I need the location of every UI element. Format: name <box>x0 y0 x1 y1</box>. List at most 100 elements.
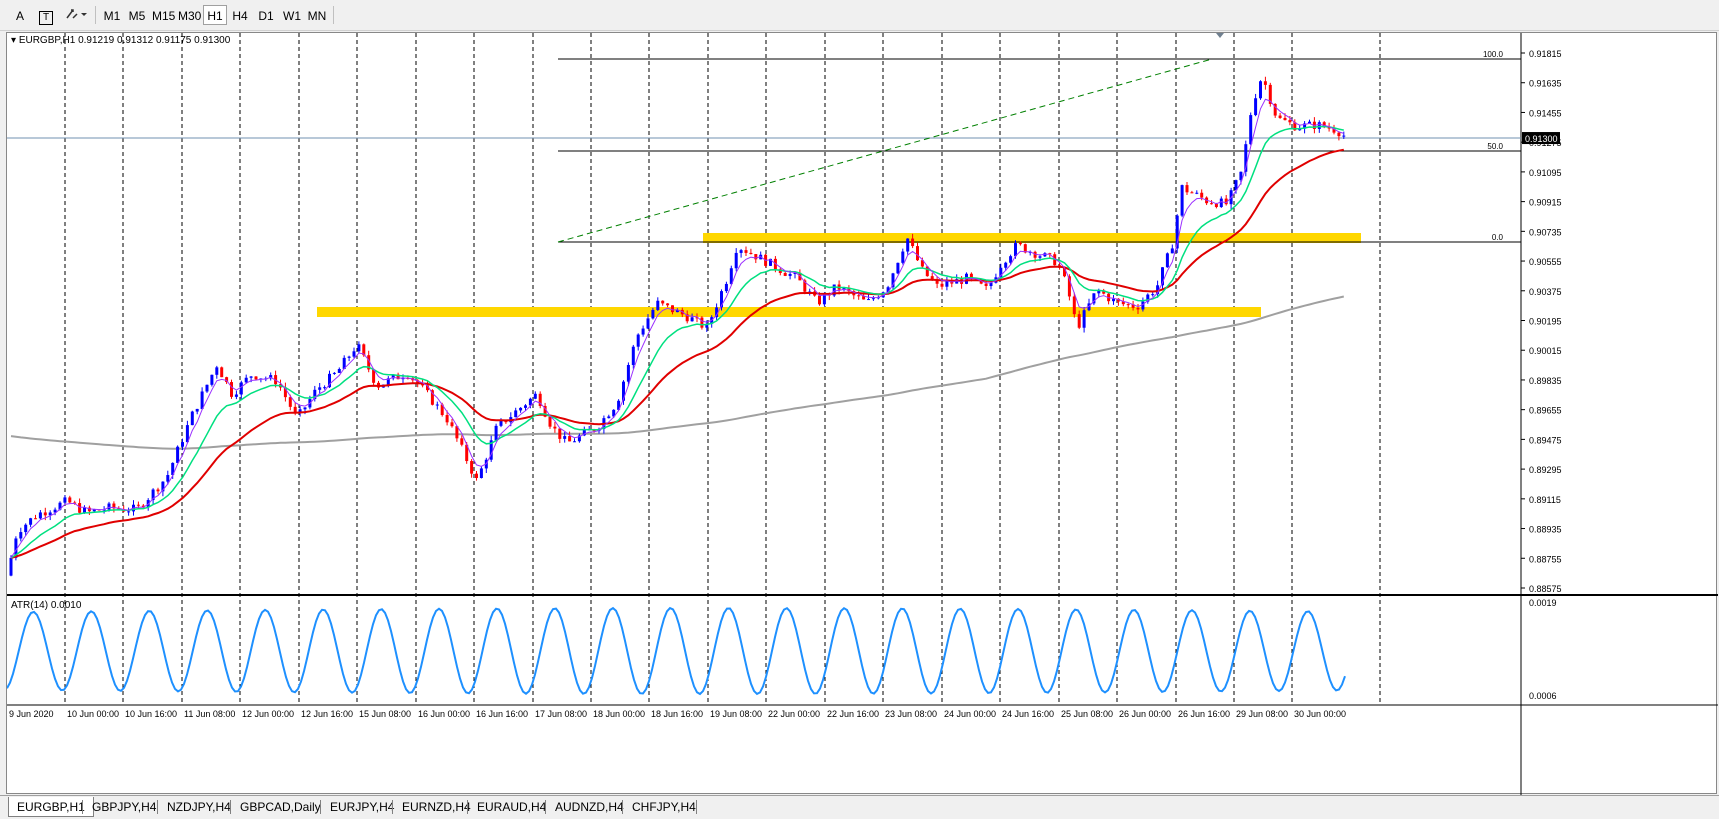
price-candle-body <box>822 294 826 305</box>
chart-tab-chfjpy-h4[interactable]: CHFJPY,H4 <box>632 800 696 814</box>
chart-toolbar: A T M1 M5 M15 M30 H1 H4 D1 W1 MN <box>0 0 1719 31</box>
price-candle-body <box>1327 127 1331 129</box>
price-axis-label: 0.89475 <box>1529 435 1562 445</box>
price-candle-body <box>524 405 527 408</box>
collapse-triangle-icon[interactable]: ▾ <box>11 35 17 46</box>
text-tool-button[interactable]: A <box>15 9 24 23</box>
timeframe-m1-button[interactable]: M1 <box>103 9 121 23</box>
price-candle-body <box>1254 98 1258 116</box>
price-candle-body <box>254 376 258 380</box>
price-candle-body <box>548 416 552 427</box>
chart-tab-euraud-h4[interactable]: EURAUD,H4 <box>477 800 547 814</box>
timeframe-m15-button[interactable]: M15 <box>152 9 176 23</box>
time-axis-label: 30 Jun 00:00 <box>1294 709 1346 719</box>
time-axis-label: 11 Jun 08:00 <box>184 709 235 719</box>
price-candle-body <box>68 497 72 503</box>
chart-window[interactable]: 100.0 50.0 0.0 9 Jun 2020 10 Jun 00:00 10 Ju… <box>6 32 1718 795</box>
price-candle-body <box>249 376 253 378</box>
price-candle-body <box>475 473 478 479</box>
current-price-label: 0.91300 <box>1525 134 1558 144</box>
arrows-tool-button[interactable] <box>62 5 90 25</box>
chart-tab-gbpjpy-h4[interactable]: GBPJPY,H4 <box>92 800 157 814</box>
price-candle-body <box>1249 115 1253 145</box>
price-candle-body <box>911 238 915 247</box>
timeframe-h1-button[interactable]: H1 <box>203 5 227 25</box>
price-candle-body <box>651 309 655 319</box>
price-candle-body <box>426 385 429 391</box>
price-candle-body <box>1337 132 1341 137</box>
price-candle-body <box>671 305 674 313</box>
time-axis-label: 16 Jun 16:00 <box>476 709 528 719</box>
time-axis-label: 24 Jun 00:00 <box>944 709 996 719</box>
price-candle-body <box>430 390 434 405</box>
price-candle-body <box>1224 198 1228 205</box>
price-candle-body <box>920 260 924 267</box>
price-candle-body <box>455 426 459 439</box>
price-candle-body <box>220 367 224 378</box>
price-candle-body <box>323 387 327 389</box>
time-axis-label: 12 Jun 16:00 <box>301 709 353 719</box>
price-candle-body <box>9 557 13 576</box>
chart-tab-audnzd-h4[interactable]: AUDNZD,H4 <box>555 800 624 814</box>
price-candle-body <box>739 250 743 253</box>
price-candle-body <box>391 374 395 379</box>
price-candle-body <box>690 317 694 322</box>
chart-tab-eurgbp-h1[interactable]: EURGBP,H1 <box>8 797 94 817</box>
price-candle-body <box>798 272 802 281</box>
time-axis-label: 18 Jun 16:00 <box>651 709 703 719</box>
price-candle-body <box>479 468 483 479</box>
price-axis-label: 0.91815 <box>1529 49 1562 59</box>
price-candle-body <box>107 503 111 510</box>
price-candle-body <box>269 375 273 379</box>
price-axis-label: 0.90015 <box>1529 346 1562 356</box>
price-candle-body <box>1067 276 1071 297</box>
price-candle-body <box>181 442 184 447</box>
timeframe-w1-button[interactable]: W1 <box>283 9 301 23</box>
price-candle-body <box>1082 310 1086 328</box>
price-candle-body <box>1023 244 1027 253</box>
timeframe-m30-button[interactable]: M30 <box>178 9 202 23</box>
price-candle-body <box>661 300 665 304</box>
timeframe-m5-button[interactable]: M5 <box>128 9 146 23</box>
price-candle-body <box>1210 203 1213 205</box>
chart-tab-gbpcad-daily[interactable]: GBPCAD,Daily <box>240 800 321 814</box>
price-candle-body <box>734 252 738 269</box>
price-candle-body <box>1180 185 1184 216</box>
price-candle-body <box>1146 294 1150 302</box>
ma-200-line <box>10 295 1345 450</box>
price-candle-body <box>298 409 302 413</box>
text-label-tool-button[interactable]: T <box>36 5 56 25</box>
timeframe-mn-button[interactable]: MN <box>307 9 327 23</box>
price-candle-body <box>832 284 836 296</box>
price-candle-body <box>558 428 562 439</box>
price-candle-body <box>783 272 787 276</box>
atr-indicator-label: ATR(14) 0.0010 <box>11 600 82 611</box>
price-candle-body <box>318 387 322 390</box>
price-candle-body <box>1190 192 1194 194</box>
price-candle-body <box>1239 171 1243 181</box>
price-axis-label: 0.88755 <box>1529 554 1562 564</box>
price-candle-body <box>749 252 753 255</box>
chart-tab-eurjpy-h4[interactable]: EURJPY,H4 <box>330 800 395 814</box>
price-candle-body <box>989 282 993 287</box>
price-candle-body <box>818 295 821 305</box>
price-chart[interactable]: 100.0 50.0 0.0 9 Jun 2020 10 Jun 00:00 10 Ju… <box>7 33 1718 795</box>
price-candle-body <box>244 377 248 383</box>
price-candle-body <box>1126 304 1130 306</box>
chart-tab-eurnzd-h4[interactable]: EURNZD,H4 <box>402 800 471 814</box>
timeframe-d1-button[interactable]: D1 <box>258 9 274 23</box>
price-candle-body <box>489 440 493 460</box>
price-candle-body <box>646 318 650 329</box>
price-candle-body <box>666 303 670 306</box>
price-candle-body <box>979 279 983 284</box>
price-candle-body <box>460 438 464 445</box>
price-candle-body <box>1009 256 1013 263</box>
chart-tab-nzdjpy-h4[interactable]: NZDJPY,H4 <box>167 800 231 814</box>
timeframe-h4-button[interactable]: H4 <box>232 9 248 23</box>
price-candle-body <box>1322 122 1326 128</box>
time-axis-label: 17 Jun 08:00 <box>535 709 587 719</box>
price-candle-body <box>293 406 297 413</box>
price-candle-body <box>553 426 557 429</box>
price-candle-body <box>87 507 91 512</box>
price-candle-body <box>631 346 635 365</box>
